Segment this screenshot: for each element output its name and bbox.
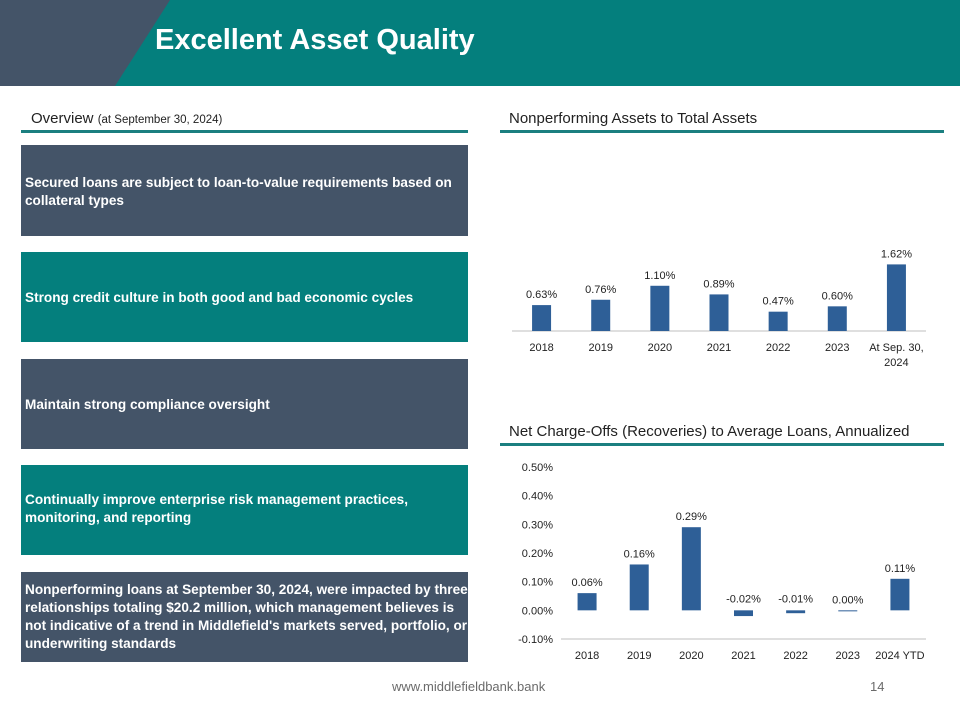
chart1-data-label: 0.00%	[832, 594, 863, 606]
chart0-bar	[650, 285, 670, 331]
chart0-bar	[886, 264, 906, 331]
chart0-category-label: At Sep. 30,	[869, 342, 923, 354]
chart0-data-label: 0.76%	[585, 284, 616, 296]
nco-chart: -0.10% 0.00% 0.10% 0.20% 0.30% 0.40% 0.50% 0.06…	[518, 462, 926, 662]
chart1-bar	[629, 564, 649, 611]
chart1-data-label: 0.06%	[571, 577, 602, 589]
overview-title: Overview	[31, 110, 94, 127]
chart1-data-label: -0.02%	[726, 593, 761, 605]
npa-chart: 0.63% 2018 0.76% 2019 1.10% 2020 0.89% 2021 0.47…	[512, 248, 926, 369]
chart1-data-label: 0.29%	[676, 511, 707, 523]
overview-subtitle: (at September 30, 2024)	[97, 114, 223, 126]
chart1-data-label: 0.16%	[624, 548, 655, 560]
chart1-bar	[786, 610, 806, 614]
chart0-category-label: 2024	[884, 357, 908, 369]
chart0-bar	[768, 311, 788, 331]
overview-heading: Overview (at September 30, 2024)	[31, 110, 222, 127]
chart1-ytick-label: -0.10%	[518, 634, 553, 646]
chart0-bar	[827, 306, 847, 331]
chart0-category-label: 2022	[766, 342, 790, 354]
overview-box-2: Strong credit culture in both good and b…	[21, 252, 468, 342]
overview-rule	[21, 130, 468, 133]
chart1-category-label: 2019	[627, 650, 651, 662]
chart0-data-label: 0.60%	[822, 290, 853, 302]
npa-chart-rule	[500, 130, 944, 133]
chart1-category-label: 2023	[836, 650, 860, 662]
chart0-bar	[709, 294, 729, 331]
page-title: Excellent Asset Quality	[155, 24, 475, 56]
chart1-ytick-label: 0.40%	[522, 491, 553, 503]
chart1-category-label: 2022	[783, 650, 807, 662]
chart0-bar	[532, 305, 552, 331]
chart0-data-label: 0.63%	[526, 289, 557, 301]
chart0-category-label: 2021	[707, 342, 731, 354]
chart0-category-label: 2019	[588, 342, 612, 354]
chart1-bar	[890, 578, 910, 611]
chart1-data-label: -0.01%	[778, 593, 813, 605]
chart1-data-label: 0.11%	[885, 563, 916, 575]
chart0-bar	[591, 299, 611, 331]
chart1-category-label: 2021	[731, 650, 755, 662]
overview-box-5: Nonperforming loans at September 30, 202…	[21, 572, 468, 662]
chart0-category-label: 2020	[648, 342, 672, 354]
nco-chart-rule	[500, 443, 944, 446]
overview-box-4: Continually improve enterprise risk mana…	[21, 465, 468, 555]
chart1-ytick-label: 0.10%	[522, 577, 553, 589]
chart0-data-label: 1.62%	[881, 248, 912, 260]
chart0-data-label: 1.10%	[644, 270, 675, 282]
chart0-data-label: 0.47%	[763, 296, 794, 308]
chart1-bar	[734, 610, 753, 617]
overview-box-3: Maintain strong compliance oversight	[21, 359, 468, 449]
chart1-category-label: 2024 YTD	[875, 650, 924, 662]
npa-chart-title: Nonperforming Assets to Total Assets	[509, 110, 758, 127]
chart1-bar	[577, 593, 597, 611]
chart1-ytick-label: 0.00%	[522, 605, 553, 617]
chart1-category-label: 2018	[575, 650, 599, 662]
chart1-category-label: 2020	[679, 650, 703, 662]
chart0-category-label: 2023	[825, 342, 849, 354]
chart1-bar	[681, 527, 701, 611]
nco-chart-title: Net Charge-Offs (Recoveries) to Average …	[509, 423, 910, 440]
chart0-category-label: 2018	[529, 342, 553, 354]
footer-url: www.middlefieldbank.bank	[392, 679, 546, 694]
page-number: 14	[870, 679, 885, 694]
chart1-ytick-label: 0.20%	[522, 548, 553, 560]
chart1-ytick-label: 0.30%	[522, 519, 553, 531]
chart0-data-label: 0.89%	[703, 278, 734, 290]
overview-box-1: Secured loans are subject to loan-to-val…	[21, 145, 468, 236]
chart1-bar	[838, 610, 858, 612]
chart1-ytick-label: 0.50%	[522, 462, 553, 474]
